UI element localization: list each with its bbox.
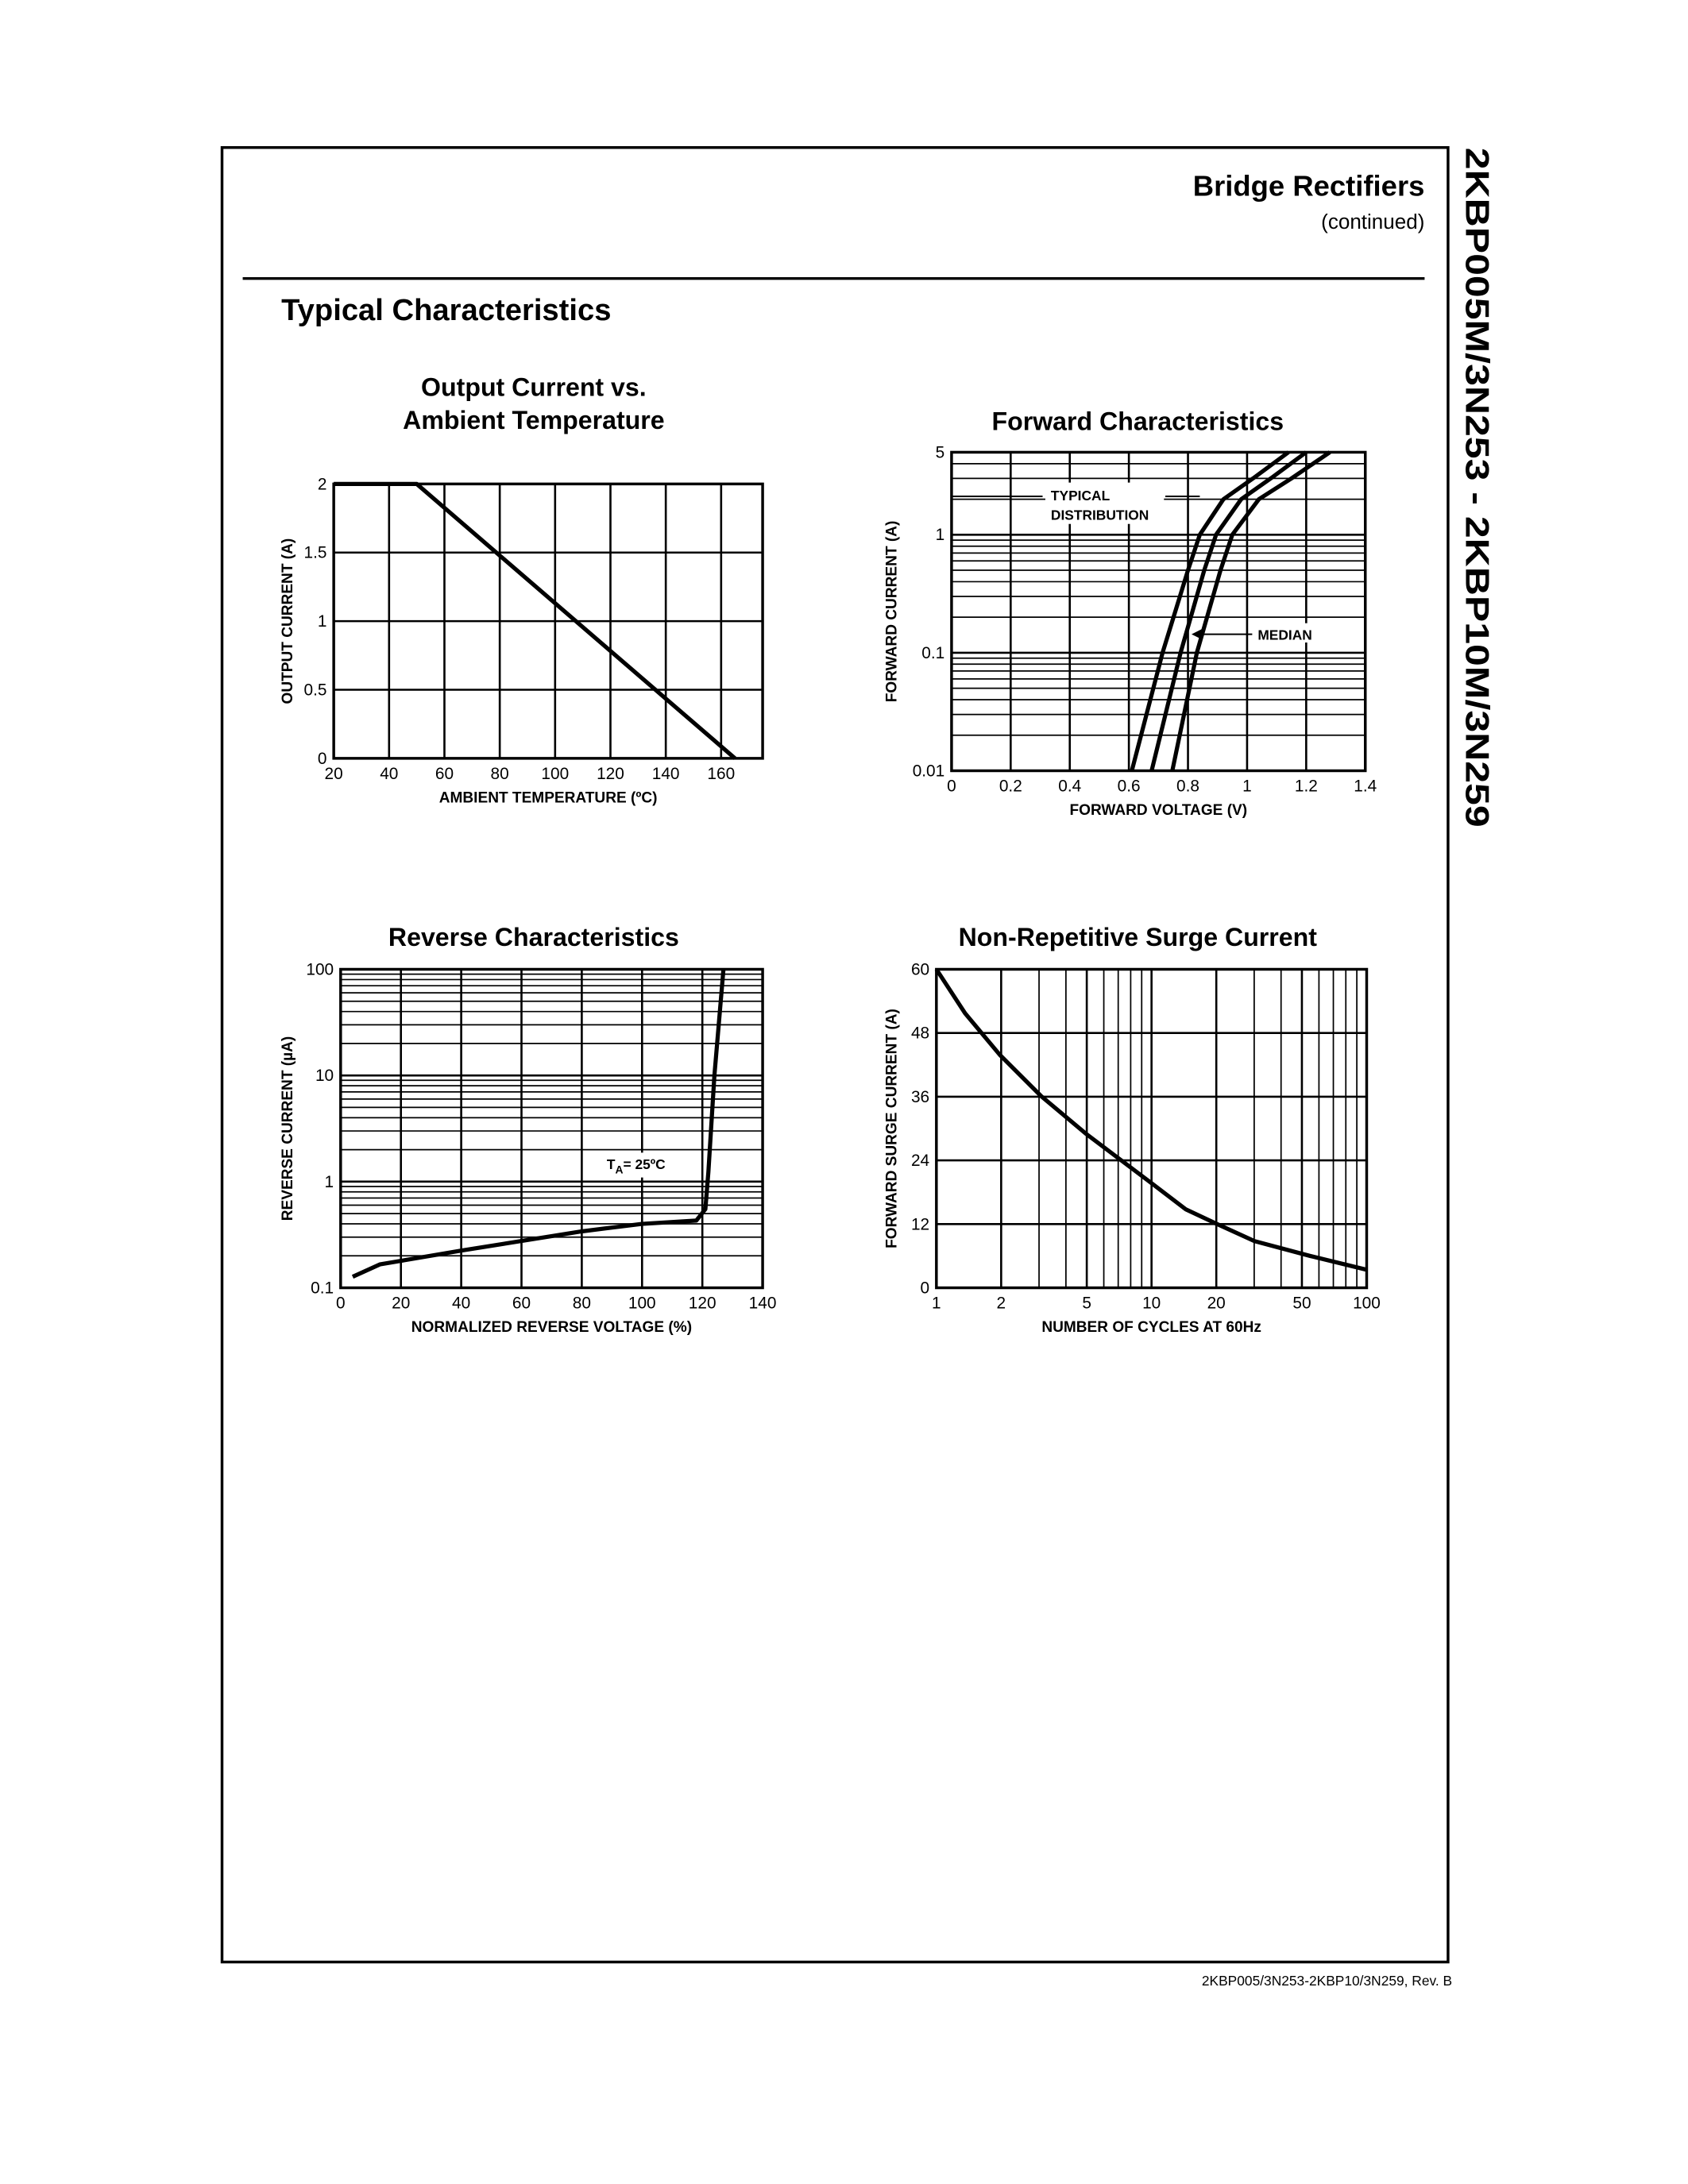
header-title: Bridge Rectifiers xyxy=(1193,170,1425,203)
chart-title: Non-Repetitive Surge Current xyxy=(959,923,1318,951)
x-tick-label: 140 xyxy=(652,765,680,783)
y-axis-title: FORWARD CURRENT (A) xyxy=(883,521,900,703)
x-tick-label: 0.2 xyxy=(999,778,1022,796)
x-tick-label: 80 xyxy=(573,1295,591,1313)
x-tick-label: 100 xyxy=(541,765,569,783)
x-tick-label: 0.8 xyxy=(1176,778,1199,796)
curve xyxy=(1170,450,1331,772)
section-title: Typical Characteristics xyxy=(281,293,611,327)
x-tick-label: 120 xyxy=(689,1295,717,1313)
footer: 2KBP005/3N253-2KBP10/3N259, Rev. B xyxy=(1202,1973,1452,1989)
annotation: TYPICAL xyxy=(1051,488,1111,504)
curve xyxy=(934,968,1368,1272)
annotation-bg xyxy=(601,1152,682,1178)
y-tick-label: 1 xyxy=(325,1173,334,1191)
y-tick-label: 12 xyxy=(911,1215,929,1233)
annotation-part: T xyxy=(607,1156,616,1172)
y-tick-label: 0.1 xyxy=(311,1279,334,1297)
y-tick-label: 0.1 xyxy=(921,644,944,662)
chart-title: Forward Characteristics xyxy=(991,407,1284,436)
y-tick-label: 60 xyxy=(911,960,929,978)
x-tick-label: 160 xyxy=(707,765,735,783)
plot-frame xyxy=(332,482,764,760)
y-tick-label: 2 xyxy=(318,475,327,493)
annotation: DISTRIBUTION xyxy=(1051,507,1149,523)
x-tick-label: 0.6 xyxy=(1118,778,1141,796)
x-tick-label: 2 xyxy=(997,1295,1006,1313)
y-tick-label: 1 xyxy=(318,612,327,631)
y-tick-label: 36 xyxy=(911,1088,929,1106)
x-tick-label: 5 xyxy=(1082,1295,1091,1313)
x-tick-label: 0.4 xyxy=(1058,778,1081,796)
y-tick-label: 0.5 xyxy=(303,681,326,699)
x-axis-title: NUMBER OF CYCLES AT 60Hz xyxy=(1041,1319,1261,1336)
annotation-subscript: A xyxy=(615,1163,623,1175)
x-tick-label: 1 xyxy=(1242,778,1252,796)
x-tick-label: 1.4 xyxy=(1354,778,1377,796)
y-tick-label: 48 xyxy=(911,1024,929,1043)
y-tick-label: 5 xyxy=(936,443,945,461)
chart: 0.01 0.1 1 5 0 0.2 0.4 0.6 0.8 1 1.2 1.4 Forward Cha… xyxy=(883,407,1377,819)
annotation-part: = 25ºC xyxy=(624,1156,666,1172)
x-tick-label: 0 xyxy=(336,1295,346,1313)
x-tick-label: 20 xyxy=(325,765,343,783)
chart-title: Output Current vs. xyxy=(421,372,647,401)
curve xyxy=(334,481,736,760)
chart-title: Ambient Temperature xyxy=(403,406,664,434)
y-axis-title: FORWARD SURGE CURRENT (A) xyxy=(883,1009,900,1248)
curve xyxy=(1130,450,1290,772)
y-tick-label: 0 xyxy=(318,750,327,768)
x-tick-label: 60 xyxy=(435,765,454,783)
x-tick-label: 50 xyxy=(1292,1295,1311,1313)
y-tick-label: 10 xyxy=(315,1067,334,1085)
chart-title: Reverse Characteristics xyxy=(388,923,679,951)
curve xyxy=(1149,450,1308,772)
annotation: TA= 25ºC xyxy=(607,1156,666,1175)
x-tick-label: 100 xyxy=(628,1295,656,1313)
annotation-bg xyxy=(1252,623,1324,643)
x-tick-label: 140 xyxy=(749,1295,777,1313)
x-axis-title: NORMALIZED REVERSE VOLTAGE (%) xyxy=(411,1319,692,1336)
x-axis-title: AMBIENT TEMPERATURE (ºC) xyxy=(439,789,658,806)
y-tick-label: 100 xyxy=(306,960,334,978)
y-tick-label: 1 xyxy=(936,526,945,544)
annotation-bg xyxy=(1045,482,1165,524)
y-tick-label: 0.01 xyxy=(913,762,945,780)
y-axis-title: REVERSE CURRENT (µA) xyxy=(280,1036,296,1221)
chart: 0.1 1 10 100 0 20 40 60 80 100 120 140 Reverse Chara… xyxy=(280,923,776,1336)
x-axis-title: FORWARD VOLTAGE (V) xyxy=(1070,802,1248,819)
x-tick-label: 20 xyxy=(1207,1295,1226,1313)
x-tick-label: 10 xyxy=(1142,1295,1161,1313)
x-tick-label: 20 xyxy=(392,1295,410,1313)
x-tick-label: 0 xyxy=(947,778,956,796)
y-tick-label: 0 xyxy=(921,1279,930,1297)
curve xyxy=(351,969,726,1279)
x-tick-label: 120 xyxy=(597,765,624,783)
x-tick-label: 40 xyxy=(452,1295,470,1313)
x-tick-label: 80 xyxy=(491,765,509,783)
x-tick-label: 1.2 xyxy=(1295,778,1318,796)
side-title: 2KBP005M/3N253 - 2KBP10M/3N259 xyxy=(1458,148,1496,828)
y-tick-label: 24 xyxy=(911,1152,929,1170)
page-frame xyxy=(220,146,1450,1964)
chart: 0 0.5 1 1.5 2 20 40 60 80 100 120 140 160 Output Curr… xyxy=(280,372,764,806)
header-subtitle: (continued) xyxy=(1321,210,1424,233)
x-tick-label: 60 xyxy=(512,1295,531,1313)
plot-frame xyxy=(935,967,1369,1290)
y-axis-title: OUTPUT CURRENT (A) xyxy=(280,538,296,704)
plot-frame xyxy=(950,450,1367,773)
x-tick-label: 100 xyxy=(1353,1295,1381,1313)
y-tick-label: 1.5 xyxy=(303,544,326,562)
x-tick-label: 40 xyxy=(380,765,398,783)
annotation: MEDIAN xyxy=(1257,627,1311,643)
plot-frame xyxy=(339,967,764,1290)
x-tick-label: 1 xyxy=(932,1295,941,1313)
